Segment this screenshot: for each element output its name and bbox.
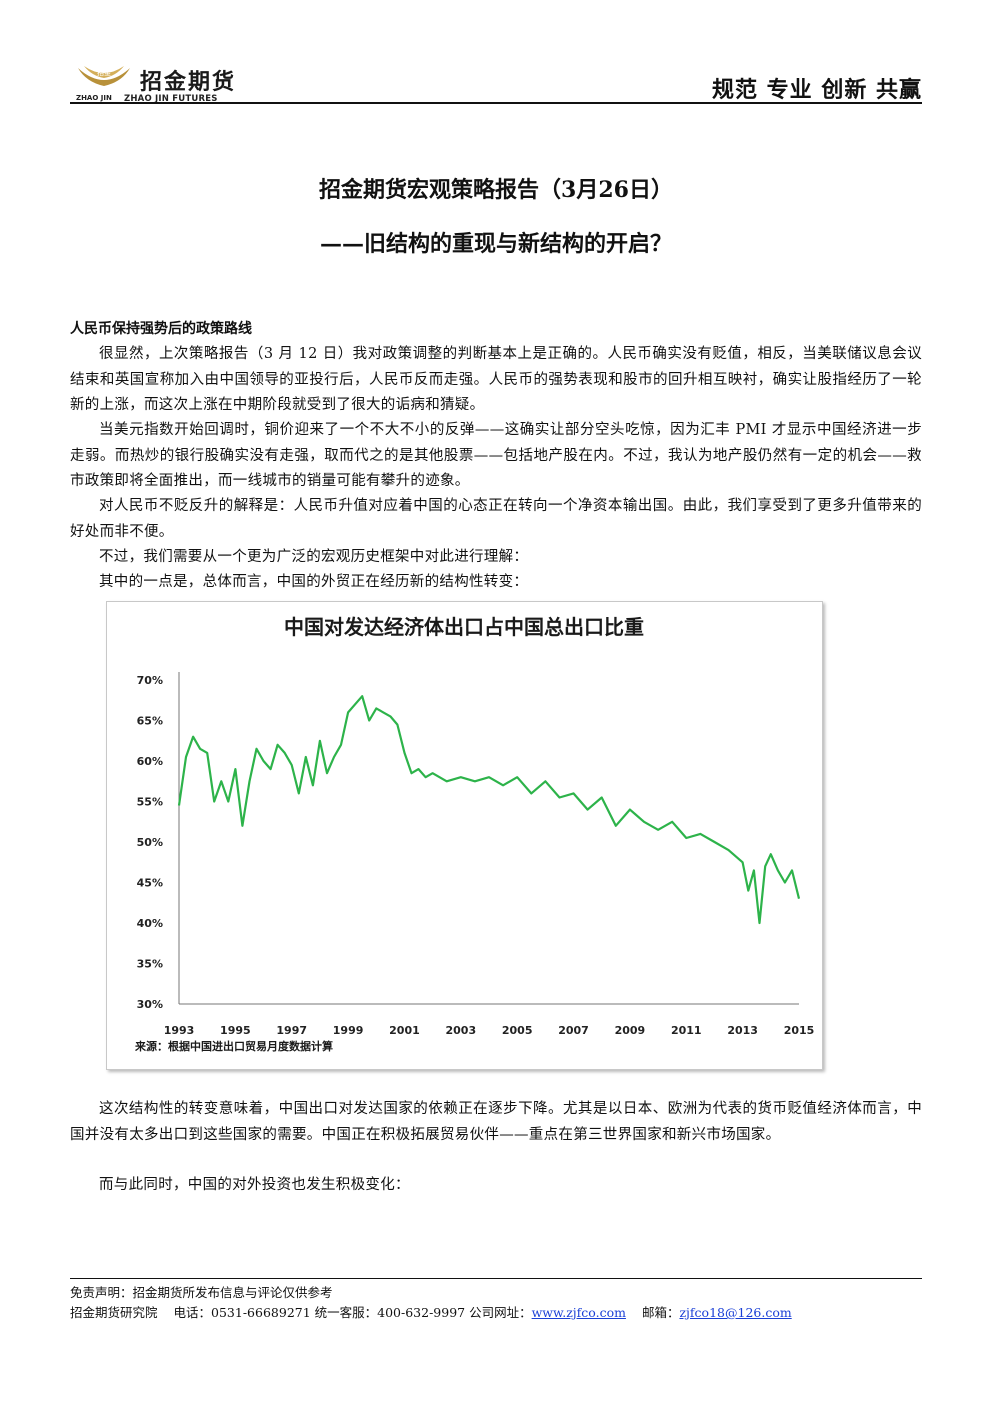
section-heading: 人民币保持强势后的政策路线 [70, 321, 252, 337]
x-tick-label: 1993 [164, 1024, 195, 1037]
logo-emblem-icon: 招金 [78, 66, 130, 86]
chart-title: 中国对发达经济体出口占中国总出口比重 [284, 615, 644, 639]
y-tick-label: 40% [137, 917, 163, 930]
x-tick-label: 2009 [615, 1024, 646, 1037]
header-divider [70, 102, 922, 104]
footer-divider [70, 1278, 922, 1279]
body-paragraph: 很显然，上次策略报告（3 月 12 日）我对政策调整的判断基本上是正确的。人民币… [70, 346, 922, 413]
footer-institute: 招金期货研究院 [70, 1305, 158, 1320]
y-tick-label: 70% [137, 674, 163, 687]
chart-source-note: 来源：根据中国进出口贸易月度数据计算 [134, 1039, 333, 1053]
page-header: 招金 招金期货 ZHAO JIN ZHAO JIN FUTURES 规范 专业 … [70, 52, 922, 104]
x-tick-label: 2007 [558, 1024, 589, 1037]
footer-contact: 招金期货研究院 电话：0531-66689271 统一客服：400-632-999… [70, 1302, 792, 1321]
x-tick-label: 2005 [502, 1024, 533, 1037]
body-paragraph: 不过，我们需要从一个更为广泛的宏观历史框架中对此进行理解： [99, 549, 529, 565]
chart-y-ticks: 70% 65% 60% 55% 50% 45% 40% 35% 30% [137, 674, 163, 1011]
body-paragraph: 对人民币不贬反升的解释是：人民币升值对应着中国的心态正在转向一个净资本输出国。由… [70, 498, 922, 540]
logo-badge-text: 招金 [97, 68, 111, 77]
footer-phone: 电话：0531-66689271 统一客服：400-632-9997 公司网址： [173, 1305, 532, 1320]
x-tick-label: 2001 [389, 1024, 420, 1037]
email-link[interactable]: zjfco18@126.com [679, 1305, 792, 1320]
header-slogan: 规范 专业 创新 共赢 [712, 78, 922, 103]
chart-x-ticks: 1993 1995 1997 1999 2001 2003 2005 2007 2009 2011… [164, 1024, 815, 1037]
website-link[interactable]: www.zjfco.com [531, 1305, 626, 1320]
chart-canvas: 中国对发达经济体出口占中国总出口比重 70% 65% 60% 55% 50% 45% 40%… [134, 615, 815, 1053]
report-title: 招金期货宏观策略报告（3月26日） [319, 177, 673, 203]
body-paragraph: 而与此同时，中国的对外投资也发生积极变化： [99, 1177, 410, 1193]
y-tick-label: 30% [137, 998, 163, 1011]
y-tick-label: 35% [137, 958, 163, 971]
y-tick-label: 60% [137, 755, 163, 768]
company-logo: 招金 招金期货 ZHAO JIN ZHAO JIN FUTURES [76, 62, 276, 104]
body-paragraph: 这次结构性的转变意味着，中国出口对发达国家的依赖正在逐步下降。尤其是以日本、欧洲… [70, 1101, 922, 1143]
footer-disclaimer: 免责声明：招金期货所发布信息与评论仅供参考 [70, 1285, 333, 1300]
y-tick-label: 65% [137, 715, 163, 728]
body-paragraph: 当美元指数开始回调时，铜价迎来了一个不大不小的反弹——这确实让部分空头吃惊，因为… [70, 422, 922, 489]
x-tick-label: 2003 [446, 1024, 477, 1037]
logo-sub-right: ZHAO JIN FUTURES [124, 94, 218, 104]
logo-chinese-name: 招金期货 [140, 70, 237, 95]
footer-email-label: 邮箱： [641, 1305, 680, 1320]
x-tick-label: 1999 [333, 1024, 364, 1037]
x-tick-label: 1995 [220, 1024, 251, 1037]
y-tick-label: 45% [137, 877, 163, 890]
body-paragraph: 其中的一点是，总体而言，中国的外贸正在经历新的结构性转变： [99, 574, 529, 590]
chart-series-line [177, 695, 801, 925]
x-tick-label: 2011 [671, 1024, 702, 1037]
x-tick-label: 1997 [276, 1024, 307, 1037]
export-share-chart: 中国对发达经济体出口占中国总出口比重 70% 65% 60% 55% 50% 45% 40%… [106, 601, 823, 1070]
y-tick-label: 55% [137, 796, 163, 809]
x-tick-label: 2015 [784, 1024, 815, 1037]
x-tick-label: 2013 [727, 1024, 758, 1037]
logo-sub-left: ZHAO JIN [76, 94, 112, 102]
report-subtitle: ——旧结构的重现与新结构的开启？ [319, 231, 672, 257]
y-tick-label: 50% [137, 836, 163, 849]
